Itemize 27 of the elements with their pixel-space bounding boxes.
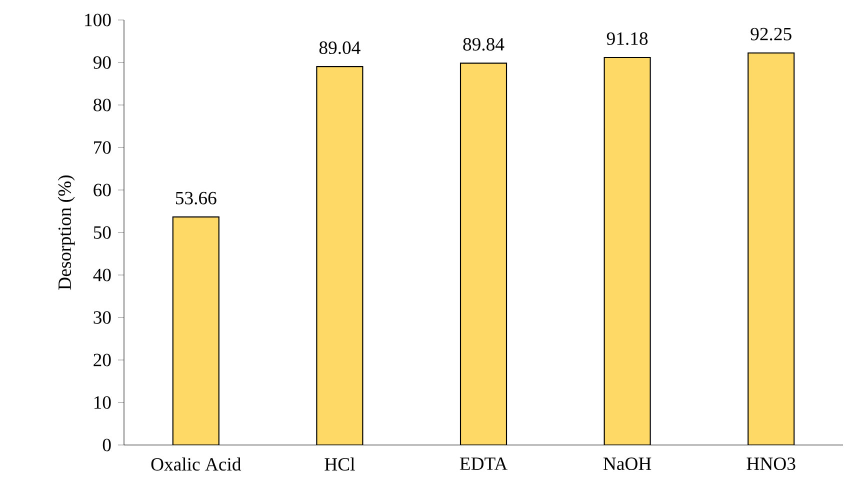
y-tick-label: 30	[94, 311, 111, 324]
bar	[316, 66, 364, 445]
bar	[172, 216, 220, 445]
data-label: 92.25	[750, 28, 792, 40]
data-label: 89.84	[463, 38, 504, 51]
data-label: 91.18	[606, 32, 648, 45]
bar	[748, 52, 795, 445]
bar	[460, 62, 508, 445]
y-tick-label: 80	[94, 98, 111, 112]
x-tick-label: HCl	[324, 457, 355, 471]
y-tick-label: 100	[85, 14, 111, 26]
y-tick-label: 0	[102, 438, 111, 452]
x-tick-label: EDTA	[460, 457, 508, 470]
data-label: 89.04	[319, 41, 360, 54]
y-tick-label: 20	[94, 354, 111, 366]
x-tick-label: NaOH	[603, 457, 652, 470]
x-tick-label: HNO3	[746, 457, 796, 470]
bar	[604, 56, 651, 445]
y-tick-label: 60	[94, 184, 111, 196]
y-tick-label: 10	[94, 396, 111, 409]
y-tick-label: 40	[93, 268, 111, 282]
y-tick-label: 50	[94, 226, 111, 239]
x-tick-label: Oxalic Acid	[151, 457, 242, 471]
data-label: 53.66	[176, 192, 216, 204]
y-axis-title: Desorption (%)	[58, 176, 75, 290]
y-tick-label: 90	[93, 56, 111, 69]
y-tick-label: 70	[94, 141, 111, 154]
